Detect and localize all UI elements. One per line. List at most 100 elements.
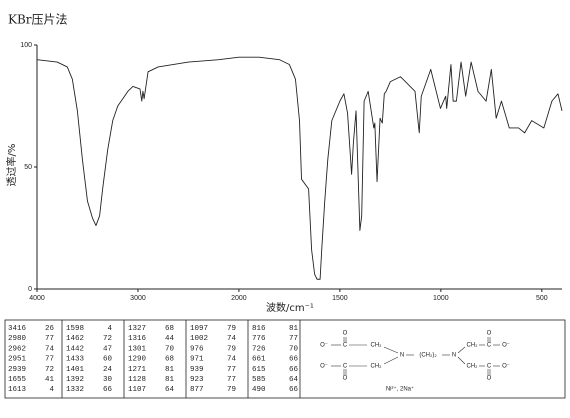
transmittance-cell: 70 bbox=[165, 345, 175, 353]
wavenumber-cell: 585 bbox=[252, 376, 266, 384]
wavenumber-cell: 776 bbox=[252, 335, 266, 343]
wavenumber-cell: 1401 bbox=[66, 366, 85, 374]
structure-label: O bbox=[343, 331, 348, 337]
wavenumber-cell: 1462 bbox=[66, 335, 84, 343]
structure-label: N bbox=[452, 353, 456, 359]
transmittance-cell: 4 bbox=[107, 325, 112, 333]
spectrum-line bbox=[36, 56, 563, 280]
wavenumber-cell: 1332 bbox=[66, 386, 84, 394]
transmittance-cell: 64 bbox=[289, 376, 299, 384]
structure-label: CH₂ bbox=[467, 364, 479, 370]
wavenumber-cell: 1655 bbox=[8, 376, 27, 384]
transmittance-cell: 4 bbox=[49, 386, 54, 394]
transmittance-cell: 60 bbox=[103, 356, 113, 364]
x-axis-title: 波数/cm⁻¹ bbox=[266, 301, 314, 314]
transmittance-cell: 79 bbox=[227, 345, 236, 353]
transmittance-cell: 24 bbox=[103, 366, 113, 374]
wavenumber-cell: 615 bbox=[252, 366, 266, 374]
structure-label: CH₂ bbox=[371, 364, 383, 370]
wavenumber-cell: 1613 bbox=[8, 386, 27, 394]
transmittance-cell: 66 bbox=[103, 386, 113, 394]
y-tick-label: 50 bbox=[24, 164, 32, 171]
wavenumber-cell: 3416 bbox=[8, 325, 27, 333]
wavenumber-cell: 2962 bbox=[8, 345, 26, 353]
x-tick-label: 1000 bbox=[433, 295, 449, 302]
transmittance-cell: 81 bbox=[165, 366, 175, 374]
wavenumber-cell: 816 bbox=[252, 325, 266, 333]
transmittance-cell: 79 bbox=[227, 386, 236, 394]
wavenumber-cell: 971 bbox=[190, 356, 204, 364]
structure-label: O bbox=[487, 331, 492, 337]
transmittance-cell: 47 bbox=[103, 345, 112, 353]
wavenumber-cell: 1433 bbox=[66, 356, 85, 364]
transmittance-cell: 66 bbox=[289, 356, 299, 364]
structure-label: O bbox=[487, 376, 492, 382]
transmittance-cell: 81 bbox=[165, 376, 175, 384]
transmittance-cell: 44 bbox=[165, 335, 175, 343]
transmittance-cell: 70 bbox=[289, 345, 299, 353]
transmittance-cell: 64 bbox=[165, 386, 175, 394]
transmittance-cell: 66 bbox=[289, 386, 299, 394]
transmittance-cell: 68 bbox=[165, 325, 174, 333]
structure-label: O bbox=[343, 376, 348, 382]
wavenumber-cell: 1392 bbox=[66, 376, 84, 384]
wavenumber-cell: 976 bbox=[190, 345, 204, 353]
wavenumber-cell: 726 bbox=[252, 345, 266, 353]
transmittance-cell: 26 bbox=[45, 325, 55, 333]
transmittance-cell: 81 bbox=[289, 325, 299, 333]
wavenumber-cell: 1107 bbox=[128, 386, 146, 394]
wavenumber-cell: 1290 bbox=[128, 356, 147, 364]
y-tick-label: 100 bbox=[20, 42, 32, 49]
structure-label: C bbox=[343, 364, 348, 370]
x-tick-label: 2000 bbox=[231, 295, 247, 302]
transmittance-cell: 41 bbox=[45, 376, 55, 384]
structure-label: (CH₂)₂ bbox=[419, 353, 437, 359]
wavenumber-cell: 1128 bbox=[128, 376, 146, 384]
wavenumber-cell: 1301 bbox=[128, 345, 147, 353]
transmittance-cell: 72 bbox=[103, 335, 112, 343]
wavenumber-cell: 1097 bbox=[190, 325, 208, 333]
y-axis-title: 透过率/% bbox=[5, 144, 18, 187]
wavenumber-cell: 1316 bbox=[128, 335, 147, 343]
structure-caption: Ni²⁺, 2Na⁺ bbox=[386, 386, 414, 393]
x-tick-label: 1500 bbox=[332, 295, 348, 302]
table-border bbox=[4, 319, 566, 399]
transmittance-cell: 77 bbox=[289, 335, 298, 343]
x-tick-label: 500 bbox=[536, 295, 548, 302]
transmittance-cell: 72 bbox=[45, 366, 54, 374]
wavenumber-cell: 923 bbox=[190, 376, 204, 384]
wavenumber-cell: 1002 bbox=[190, 335, 208, 343]
structure-label: CH₂ bbox=[371, 343, 383, 349]
structure-label: O⁻ bbox=[502, 343, 510, 349]
structure-label: C bbox=[487, 364, 492, 370]
wavenumber-cell: 661 bbox=[252, 356, 266, 364]
transmittance-cell: 77 bbox=[227, 376, 236, 384]
structure-bonds bbox=[331, 337, 500, 375]
structure-label: O⁻ bbox=[320, 364, 328, 370]
wavenumber-cell: 1598 bbox=[66, 325, 84, 333]
y-tick-label: 0 bbox=[28, 286, 32, 293]
transmittance-cell: 66 bbox=[289, 366, 299, 374]
transmittance-cell: 74 bbox=[45, 345, 55, 353]
structure-label: C bbox=[343, 343, 348, 349]
x-tick-label: 3000 bbox=[130, 295, 146, 302]
wavenumber-cell: 1442 bbox=[66, 345, 84, 353]
wavenumber-cell: 490 bbox=[252, 386, 266, 394]
wavenumber-cell: 2951 bbox=[8, 356, 27, 364]
structure-label: O⁻ bbox=[320, 343, 328, 349]
wavenumber-cell: 1327 bbox=[128, 325, 146, 333]
transmittance-cell: 79 bbox=[227, 325, 236, 333]
transmittance-cell: 68 bbox=[165, 356, 174, 364]
structure-label: O⁻ bbox=[502, 364, 510, 370]
transmittance-cell: 74 bbox=[227, 356, 237, 364]
transmittance-cell: 30 bbox=[103, 376, 113, 384]
structure-label: CH₂ bbox=[467, 343, 479, 349]
structure-label: C bbox=[487, 343, 492, 349]
chart-title: KBr压片法 bbox=[8, 13, 68, 27]
wavenumber-cell: 2980 bbox=[8, 335, 27, 343]
wavenumber-cell: 939 bbox=[190, 366, 204, 374]
wavenumber-cell: 877 bbox=[190, 386, 204, 394]
transmittance-cell: 74 bbox=[227, 335, 237, 343]
wavenumber-cell: 2939 bbox=[8, 366, 26, 374]
